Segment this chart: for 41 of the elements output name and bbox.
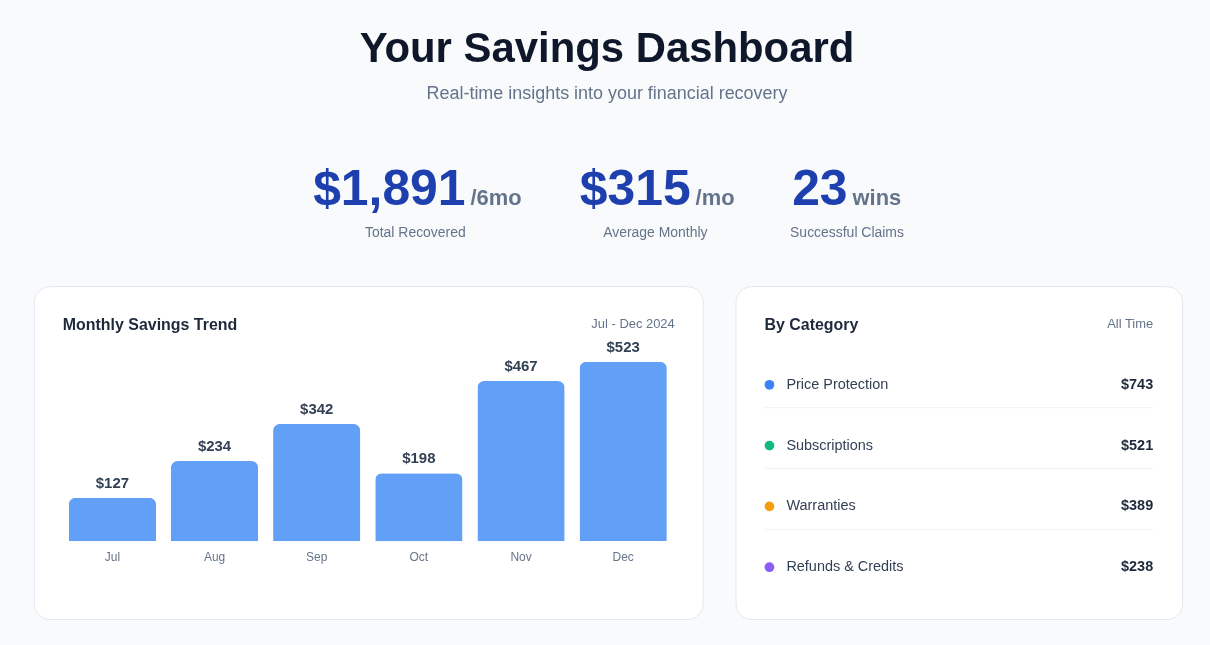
text: 23: [792, 160, 848, 217]
bar: [68, 497, 157, 542]
text: $315: [579, 160, 691, 217]
x-tick-label: Nov: [510, 550, 532, 565]
data-label: $198: [402, 449, 436, 467]
bar: [170, 461, 259, 542]
x-tick-label: Dec: [612, 550, 634, 565]
text: /mo: [695, 185, 735, 211]
category-label: Total Recovered: [365, 224, 466, 241]
category-label: Price Protection: [786, 375, 889, 392]
text: $389: [1121, 497, 1154, 514]
data-label: $523: [606, 337, 640, 355]
text: $521: [1121, 436, 1154, 453]
x-tick-label: Oct: [409, 550, 429, 565]
bar: [273, 423, 361, 542]
text: Real-time insights into your financial recovery: [426, 82, 788, 103]
x-tick-label: Jul: [104, 550, 121, 565]
text: wins: [851, 185, 902, 211]
text: By Category: [764, 315, 859, 333]
bar: [477, 381, 565, 542]
chart-title: Monthly Savings Trend: [62, 315, 238, 333]
chart-subtitle: Jul - Dec 2024: [591, 315, 675, 331]
category-label: Subscriptions: [786, 436, 874, 453]
data-label: $127: [95, 473, 130, 491]
data-label: $234: [197, 437, 232, 455]
text: $238: [1121, 558, 1154, 575]
x-tick-label: Aug: [203, 550, 226, 565]
data-label: $467: [504, 357, 538, 375]
category-label: Refunds & Credits: [786, 558, 904, 575]
text: /6mo: [470, 185, 522, 211]
data-label: $342: [300, 400, 334, 417]
category-label: Average Monthly: [603, 224, 708, 241]
category-label: Warranties: [786, 497, 856, 514]
category-label: Successful Claims: [790, 224, 904, 241]
text: $743: [1121, 375, 1154, 392]
text: $1,891: [313, 160, 466, 217]
text: All Time: [1107, 315, 1154, 331]
bar: [579, 361, 667, 542]
x-tick-label: Sep: [306, 550, 328, 565]
bar: [375, 473, 463, 542]
text: Your Savings Dashboard: [359, 23, 855, 71]
